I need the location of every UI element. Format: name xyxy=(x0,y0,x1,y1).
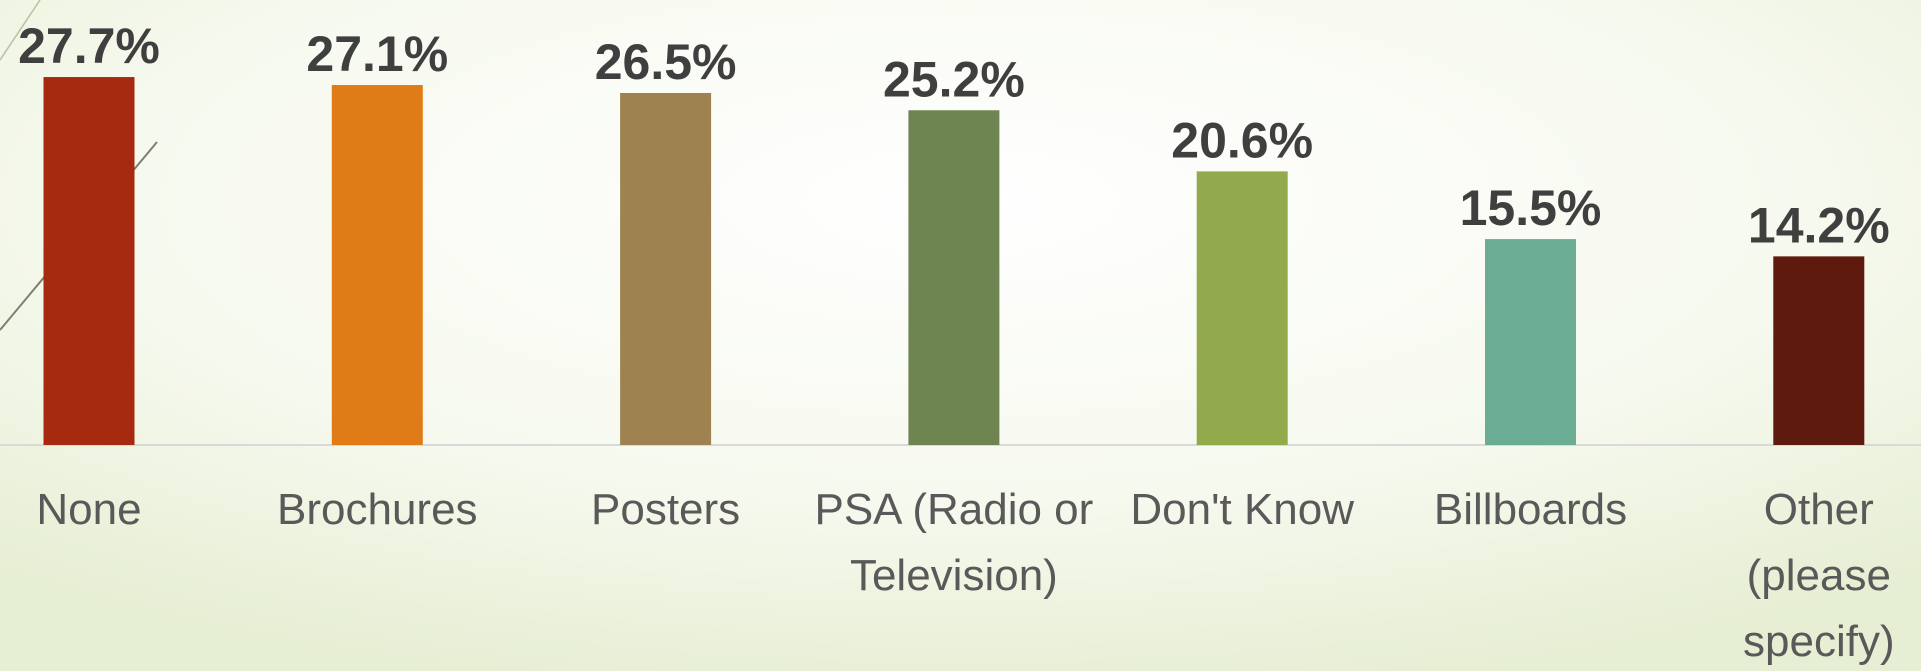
bar xyxy=(908,110,1000,446)
data-label: 27.1% xyxy=(306,26,448,82)
label-line: Don't Know xyxy=(1130,485,1354,534)
bar xyxy=(1485,239,1576,445)
data-label: 26.5% xyxy=(595,34,737,90)
x-tick-label: Don't Know xyxy=(1130,485,1354,534)
data-label: 14.2% xyxy=(1748,197,1890,253)
label-line: specify) xyxy=(1743,617,1895,666)
bar xyxy=(620,92,712,445)
label-line: None xyxy=(36,485,141,534)
x-tick-label: None xyxy=(36,485,141,534)
label-line: Brochures xyxy=(277,485,478,534)
bar xyxy=(331,85,423,445)
x-tick-label: Brochures xyxy=(277,485,478,534)
label-line: (please xyxy=(1747,551,1891,600)
x-tick-label: Billboards xyxy=(1434,485,1627,534)
x-tick-label: PSA (Radio or Television) xyxy=(814,485,1093,600)
label-line: Other xyxy=(1764,485,1874,534)
data-label: 20.6% xyxy=(1171,112,1313,168)
data-label: 15.5% xyxy=(1460,180,1602,236)
bar xyxy=(43,77,135,446)
decor-line xyxy=(0,0,41,61)
label-line: PSA (Radio or xyxy=(814,485,1093,534)
label-line: Television) xyxy=(850,551,1058,600)
bar xyxy=(1773,256,1865,445)
x-tick-label: Other (please specify) xyxy=(1743,485,1895,666)
label-line: Posters xyxy=(591,485,740,534)
label-line: Billboards xyxy=(1434,485,1627,534)
x-tick-label: Posters xyxy=(591,485,740,534)
data-label: 25.2% xyxy=(883,51,1025,107)
data-label: 27.7% xyxy=(18,18,160,74)
bar xyxy=(1196,171,1288,445)
